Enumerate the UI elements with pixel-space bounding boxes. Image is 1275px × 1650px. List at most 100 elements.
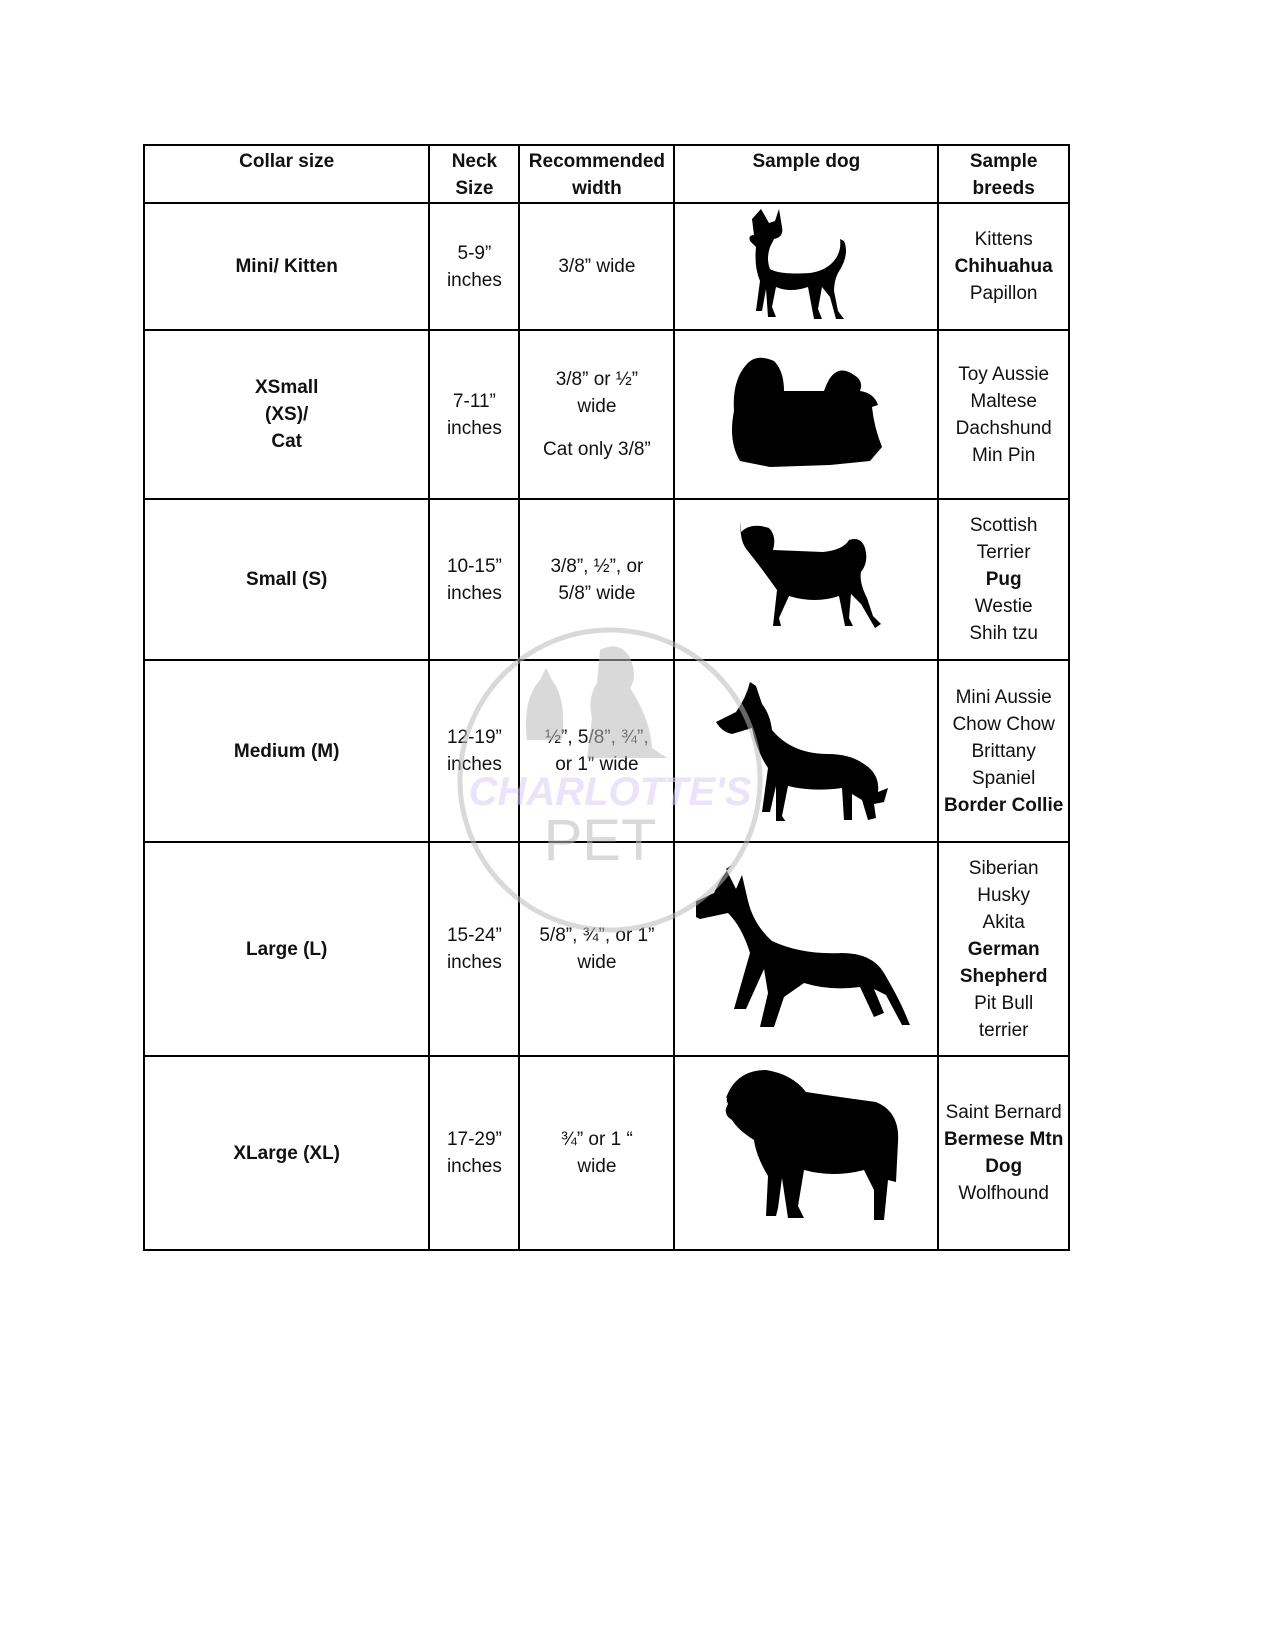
header-sample-breeds: Sample breeds [937, 144, 1070, 204]
neck-line: 10-15” [446, 555, 502, 577]
neck-line: inches [446, 582, 502, 604]
neck-line: inches [446, 754, 502, 775]
breed-name: Kittens [974, 229, 1033, 250]
width-line: 3/8” or ½” [555, 369, 639, 390]
recommended-width-cell: 3/8” or ½” wide Cat only 3/8” [518, 329, 676, 500]
sample-breeds-cell: Scottish Terrier Pug Westie Shih tzu [937, 498, 1070, 661]
breed-name: Pug [985, 569, 1022, 590]
border-collie-silhouette-icon [716, 682, 889, 821]
sample-dog-cell [673, 498, 940, 661]
neck-line: 15-24” [446, 925, 502, 946]
breed-name: Min Pin [971, 444, 1036, 466]
neck-size-cell: 10-15” inches [428, 498, 521, 661]
collar-size-cell: XSmall (XS)/ Cat [142, 329, 431, 500]
width-line: 5/8”, ¾”, or 1” [539, 925, 655, 946]
breed-name: Chihuahua [954, 256, 1053, 277]
neck-size-cell: 5-9” inches [428, 202, 521, 331]
header-neck-size: Neck Size [428, 144, 521, 204]
collar-size-cell: XLarge (XL) [142, 1055, 431, 1251]
breed-name: Siberian [968, 857, 1039, 879]
recommended-width-cell: 5/8”, ¾”, or 1” wide [518, 841, 676, 1057]
neck-line: 5-9” [457, 242, 492, 264]
sample-dog-cell [673, 1055, 940, 1251]
breed-name: Papillon [969, 283, 1038, 304]
width-line: 5/8” wide [558, 582, 636, 604]
width-line: 3/8”, ½”, or [550, 555, 644, 577]
table-row: XSmall (XS)/ Cat 7-11” inches 3/8” or ½” wid… [142, 329, 1070, 500]
table-row: Small (S) 10-15” inches 3/8”, ½”, or 5/8” wi… [142, 498, 1070, 661]
width-line: ¾” or 1 “ [560, 1129, 633, 1150]
breed-name: Dachshund [955, 417, 1052, 439]
sample-breeds-cell: Toy Aussie Maltese Dachshund Min Pin [937, 329, 1070, 500]
breed-name: Shepherd [959, 965, 1048, 987]
collar-size-cell: Mini/ Kitten [142, 202, 431, 331]
collar-size-cell: Small (S) [142, 498, 431, 661]
german-shepherd-silhouette-icon [696, 865, 911, 1027]
table-row: XLarge (XL) 17-29” inches ¾” or 1 “ wide Sain… [142, 1055, 1070, 1251]
header-recommended-width: Recommended width [518, 144, 676, 204]
collar-size-cell: Medium (M) [142, 659, 431, 843]
width-line [522, 420, 671, 436]
table-row: Mini/ Kitten 5-9” inches 3/8” wide Kittens Ch… [142, 202, 1070, 331]
sample-breeds-cell: Kittens Chihuahua Papillon [937, 202, 1070, 331]
sample-breeds-cell: Siberian Husky Akita German Shepherd Pit Bull… [937, 841, 1070, 1057]
sample-breeds-cell: Saint Bernard Bermese Mtn Dog Wolfhound [937, 1055, 1070, 1251]
width-line: wide [577, 1156, 617, 1177]
breed-name: Shih tzu [969, 623, 1038, 644]
collar-size-cell: Large (L) [142, 841, 431, 1057]
sample-dog-cell [673, 659, 940, 843]
neck-size-cell: 15-24” inches [428, 841, 521, 1057]
neck-line: 12-19” [446, 727, 502, 748]
header-sample-dog: Sample dog [673, 144, 940, 204]
neck-line: inches [446, 269, 502, 291]
recommended-width-cell: ½”, 5/8”, ¾”, or 1” wide [518, 659, 676, 843]
breed-name: Border Collie [944, 794, 1064, 816]
breed-name: Pit Bull [974, 992, 1034, 1014]
breed-name: Dog [985, 1156, 1023, 1177]
breed-name: Mini Aussie [955, 686, 1052, 708]
breed-name: Scottish [969, 515, 1038, 536]
recommended-width-cell: ¾” or 1 “ wide [518, 1055, 676, 1251]
breed-name: Westie [974, 596, 1033, 617]
recommended-width-cell: 3/8” wide [518, 202, 676, 331]
table-row: Medium (M) 12-19” inches ½”, 5/8”, ¾”, or 1”… [142, 659, 1070, 843]
sample-dog-cell [673, 202, 940, 331]
bernese-silhouette-icon [726, 1070, 899, 1220]
breed-name: Bermese Mtn [943, 1129, 1064, 1150]
breed-name: Saint Bernard [945, 1102, 1062, 1123]
breed-name: Wolfhound [958, 1183, 1049, 1204]
breed-name: German [967, 938, 1040, 960]
sample-dog-cell [673, 841, 940, 1057]
breed-name: Terrier [976, 542, 1031, 563]
neck-line: inches [446, 952, 502, 973]
neck-line: inches [446, 1156, 502, 1177]
neck-size-cell: 7-11” inches [428, 329, 521, 500]
width-line: wide [577, 396, 617, 417]
breed-name: Brittany [971, 740, 1036, 762]
sample-dog-cell [673, 329, 940, 500]
neck-size-cell: 12-19” inches [428, 659, 521, 843]
breed-name: Spaniel [971, 767, 1036, 789]
neck-line: 7-11” [452, 390, 496, 412]
neck-line: inches [446, 417, 502, 439]
chihuahua-silhouette-icon [749, 209, 847, 319]
width-line: wide [577, 952, 617, 973]
breed-name: Husky [977, 884, 1031, 906]
breed-name: terrier [978, 1019, 1029, 1041]
breed-name: Toy Aussie [958, 363, 1050, 385]
maltese-silhouette-icon [732, 357, 883, 467]
sample-breeds-cell: Mini Aussie Chow Chow Brittany Spaniel Borde… [937, 659, 1070, 843]
breed-name: Akita [982, 911, 1025, 933]
width-line: ½”, 5/8”, ¾”, [545, 727, 649, 748]
breed-name: Maltese [970, 390, 1037, 412]
width-line: 3/8” wide [558, 256, 636, 277]
collar-size-table: Collar size Neck Size Recommended width … [142, 144, 1070, 1251]
table-row: Large (L) 15-24” inches 5/8”, ¾”, or 1” wide… [142, 841, 1070, 1057]
width-line: or 1” wide [555, 754, 639, 775]
neck-line: 17-29” [446, 1129, 502, 1150]
recommended-width-cell: 3/8”, ½”, or 5/8” wide [518, 498, 676, 661]
width-line: Cat only 3/8” [543, 439, 651, 460]
table-header-row: Collar size Neck Size Recommended width … [142, 144, 1070, 204]
neck-size-cell: 17-29” inches [428, 1055, 521, 1251]
pug-silhouette-icon [740, 522, 882, 628]
